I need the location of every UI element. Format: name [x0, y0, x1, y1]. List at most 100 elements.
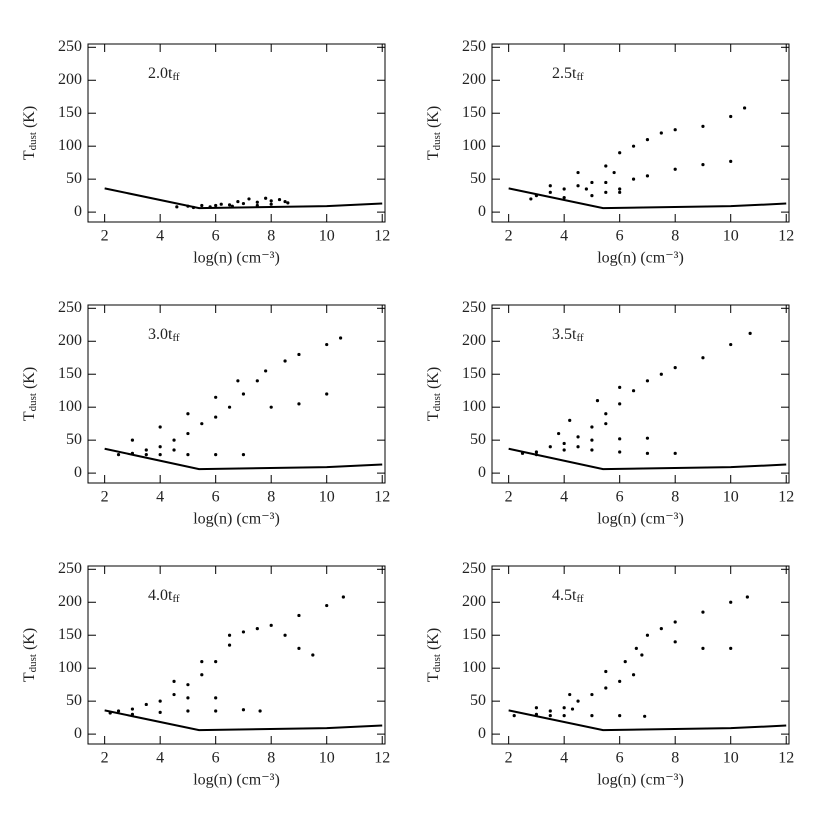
y-axis-label: Tdust (K) — [425, 367, 443, 421]
y-axis-label-part: (K) — [21, 628, 38, 654]
annotation-part: 3.5t — [552, 326, 577, 343]
y-axis-label-part: T — [425, 411, 442, 421]
point — [172, 679, 176, 683]
x-tick-label: 10 — [723, 228, 739, 245]
x-tick-label: 2 — [101, 228, 109, 245]
annotation-part: 4.0t — [148, 587, 173, 604]
point — [241, 201, 246, 206]
point — [645, 174, 650, 178]
y-axis-label-part: dust — [27, 132, 39, 150]
point — [175, 205, 179, 209]
y-tick-label: 250 — [462, 560, 486, 577]
point — [255, 200, 259, 204]
point — [158, 425, 162, 429]
point — [576, 435, 580, 439]
point — [130, 707, 135, 711]
x-tick-label: 8 — [671, 489, 679, 506]
x-tick-label: 4 — [156, 750, 164, 767]
point — [576, 445, 580, 449]
y-tick-label: 50 — [66, 170, 82, 187]
point — [562, 441, 566, 446]
y-tick-label: 100 — [462, 659, 486, 676]
x-tick-label: 12 — [374, 489, 390, 506]
point — [200, 203, 204, 208]
x-tick-label: 10 — [723, 489, 739, 506]
point — [512, 714, 516, 718]
y-tick-label: 100 — [58, 137, 82, 154]
plot-frame — [491, 304, 790, 484]
y-tick-label: 200 — [58, 593, 82, 610]
point — [673, 366, 677, 370]
point — [701, 646, 705, 651]
point — [172, 438, 176, 442]
x-tick-label: 6 — [212, 489, 220, 506]
annotation: 4.5tff — [552, 587, 584, 605]
point — [673, 620, 677, 624]
point — [269, 199, 273, 203]
point — [604, 190, 608, 194]
point — [341, 595, 345, 599]
y-tick-label: 250 — [58, 560, 82, 577]
point — [618, 714, 622, 718]
x-axis-label: log(n) (cm⁻³) — [597, 772, 684, 789]
y-axis-label-part: (K) — [21, 106, 38, 132]
point — [241, 708, 246, 712]
x-axis-label: log(n) (cm⁻³) — [597, 511, 684, 528]
point — [214, 709, 218, 713]
y-axis-label-part: T — [21, 672, 38, 682]
point — [590, 180, 594, 185]
point — [618, 402, 622, 406]
x-tick-label: 10 — [319, 750, 335, 767]
point — [729, 342, 733, 347]
curve — [104, 447, 383, 471]
point — [618, 151, 622, 155]
x-tick-label: 6 — [212, 750, 220, 767]
point — [283, 633, 287, 637]
point — [186, 709, 190, 713]
point — [748, 331, 752, 335]
annotation-part: ff — [172, 593, 179, 605]
curve — [508, 447, 787, 471]
point — [158, 710, 162, 714]
point — [227, 643, 232, 647]
point — [283, 199, 287, 204]
point — [590, 194, 594, 198]
point — [219, 202, 223, 206]
annotation: 4.0tff — [148, 587, 180, 605]
point — [590, 714, 594, 718]
point — [186, 431, 190, 436]
x-tick-label: 8 — [267, 750, 275, 767]
point — [568, 692, 572, 697]
x-axis-label: log(n) (cm⁻³) — [193, 250, 280, 267]
x-axis-label: log(n) (cm⁻³) — [193, 511, 280, 528]
x-tick-label: 6 — [212, 228, 220, 245]
point — [631, 177, 636, 181]
panel: 2 4 6 8 10 12 0 50 100 150 200 250 log(n) (cm⁻³) Tdus… — [21, 299, 391, 528]
y-axis-label-part: T — [21, 150, 38, 160]
annotation: 3.0tff — [148, 326, 180, 344]
annotation-part: 3.0t — [148, 326, 173, 343]
point — [144, 453, 148, 457]
point — [227, 405, 232, 409]
point — [604, 180, 608, 185]
point — [534, 450, 539, 454]
y-axis-label-part: (K) — [425, 106, 442, 132]
x-tick-label: 6 — [616, 228, 624, 245]
point — [604, 164, 608, 168]
point — [548, 709, 552, 713]
point — [534, 706, 539, 710]
point — [631, 673, 636, 677]
point — [673, 640, 677, 644]
x-tick-label: 2 — [505, 228, 513, 245]
y-tick-label: 150 — [462, 365, 486, 382]
point — [172, 448, 176, 452]
point — [576, 699, 580, 703]
annotation-part: ff — [172, 71, 179, 83]
y-tick-label: 150 — [58, 104, 82, 121]
point — [645, 137, 650, 142]
point — [618, 190, 622, 194]
point — [158, 699, 162, 703]
y-axis-label-part: dust — [431, 654, 443, 672]
point — [612, 170, 616, 175]
point — [255, 627, 259, 631]
